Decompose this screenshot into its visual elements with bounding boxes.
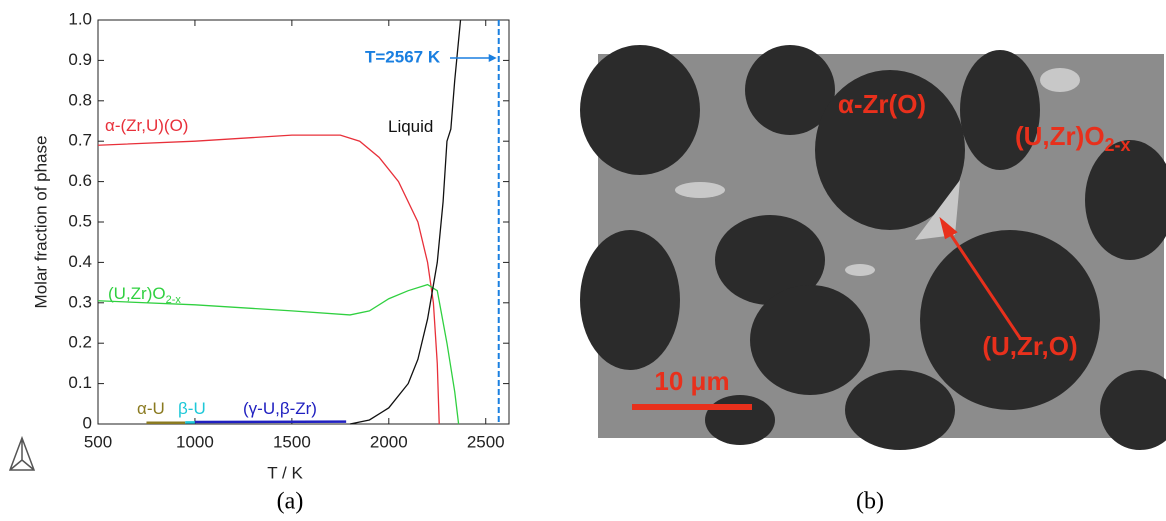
y-tick-label: 0.3 [68,292,92,311]
y-tick-label: 0.4 [68,252,92,271]
annotation-text: T=2567 K [365,47,441,66]
plot-frame [97,19,510,425]
x-tick-label: 500 [84,432,112,451]
y-tick-label: 0.7 [68,131,92,150]
series-name: Liquid [388,117,433,136]
series-label: α-(Zr,U)(O) [105,116,188,135]
y-tick-label: 1.0 [68,9,92,28]
x-tick-label: 2500 [467,432,505,451]
logo [8,435,36,471]
phase-label: α-Zr(O) [838,89,926,119]
caption: (a) [277,489,304,515]
y-tick-label: 0.2 [68,333,92,352]
series-label: (γ-U,β-Zr) [243,399,317,418]
micrograph [580,45,1166,450]
series-name: β-U [178,399,206,418]
y-tick-label: 0.8 [68,90,92,109]
series-name: α-U [137,399,165,418]
label-subscript: 2-x [1105,135,1131,155]
x-tick-label: 1500 [273,432,311,451]
y-axis-label: Molar fraction of phase [31,136,50,309]
series-line [97,283,460,425]
annotation-arrowhead [488,54,497,62]
series-label: β-U [178,399,206,418]
series-name-subscript: 2-x [166,294,182,306]
series-label: Liquid [388,117,433,136]
series-name: α-(Zr,U)(O) [105,116,188,135]
series-line [349,19,462,425]
y-tick-label: 0 [83,413,92,432]
y-tick-label: 0.9 [68,50,92,69]
y-tick-label: 0.5 [68,211,92,230]
series-line [97,134,440,425]
caption: (b) [856,489,884,515]
y-tick-label: 0.6 [68,171,92,190]
series-label: α-U [137,399,165,418]
phase-label: (U,Zr,O) [982,331,1077,361]
series-label: (U,Zr)O2-x [108,284,181,305]
label-text: (U,Zr)O [1015,121,1105,151]
x-tick-label: 2000 [370,432,408,451]
x-tick-label: 1000 [176,432,214,451]
y-tick-label: 0.1 [68,373,92,392]
x-axis-label: T / K [267,463,303,482]
series-name: (U,Zr)O [108,284,166,303]
scale-bar-label: 10 μm [654,366,729,396]
phase-label: (U,Zr)O2-x [1015,121,1131,155]
series-name: (γ-U,β-Zr) [243,399,317,418]
